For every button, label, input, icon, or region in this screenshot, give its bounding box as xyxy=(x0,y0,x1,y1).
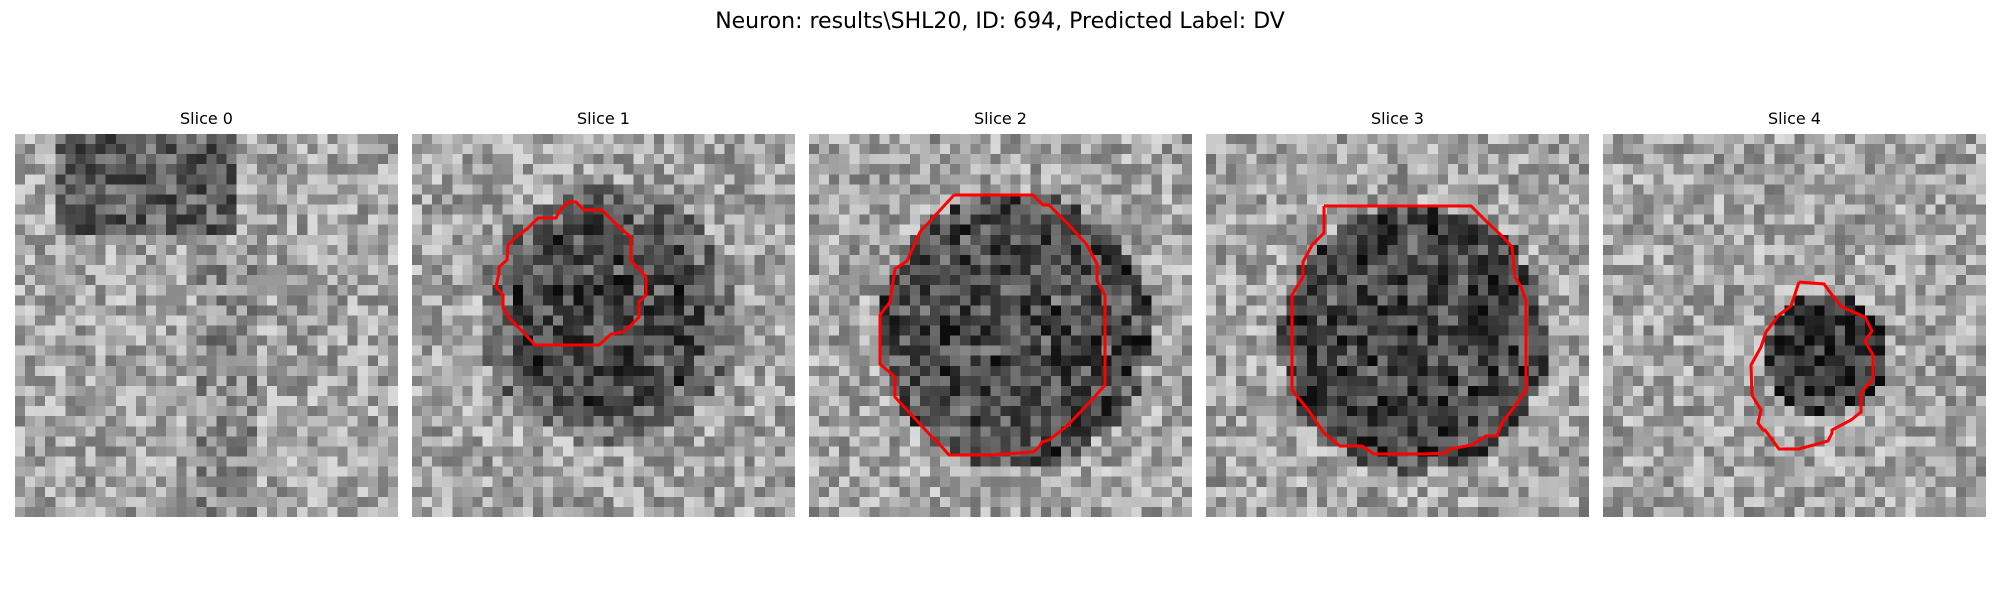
grayscale-slice-image xyxy=(412,134,795,517)
slice-pixels xyxy=(1603,134,1986,517)
slice-pixels xyxy=(412,134,795,517)
neuron-contour xyxy=(1749,280,1875,451)
slice-title: Slice 2 xyxy=(974,109,1027,128)
slice-title: Slice 4 xyxy=(1768,109,1821,128)
neuron-contour-overlay xyxy=(878,193,1107,457)
slice-panel-0: Slice 0 xyxy=(15,108,398,517)
grayscale-slice-image xyxy=(809,134,1192,517)
slice-pixels xyxy=(15,134,398,517)
grayscale-slice-image xyxy=(15,134,398,517)
slice-title: Slice 0 xyxy=(180,109,233,128)
slice-panel-1: Slice 1 xyxy=(412,108,795,517)
slice-panel-2: Slice 2 xyxy=(809,108,1192,517)
slice-panel-3: Slice 3 xyxy=(1206,108,1589,517)
neuron-contour xyxy=(878,193,1107,457)
slice-title: Slice 3 xyxy=(1371,109,1424,128)
slice-title: Slice 1 xyxy=(577,109,630,128)
neuron-contour xyxy=(494,200,648,347)
grayscale-slice-image xyxy=(1206,134,1589,517)
slice-panel-4: Slice 4 xyxy=(1603,108,1986,517)
neuron-contour-overlay xyxy=(494,200,648,347)
grayscale-slice-image xyxy=(1603,134,1986,517)
neuron-contour-overlay xyxy=(1290,204,1528,456)
neuron-contour xyxy=(1290,204,1528,456)
figure-title: Neuron: results\SHL20, ID: 694, Predicte… xyxy=(715,9,1285,34)
neuron-contour-overlay xyxy=(1749,280,1875,451)
